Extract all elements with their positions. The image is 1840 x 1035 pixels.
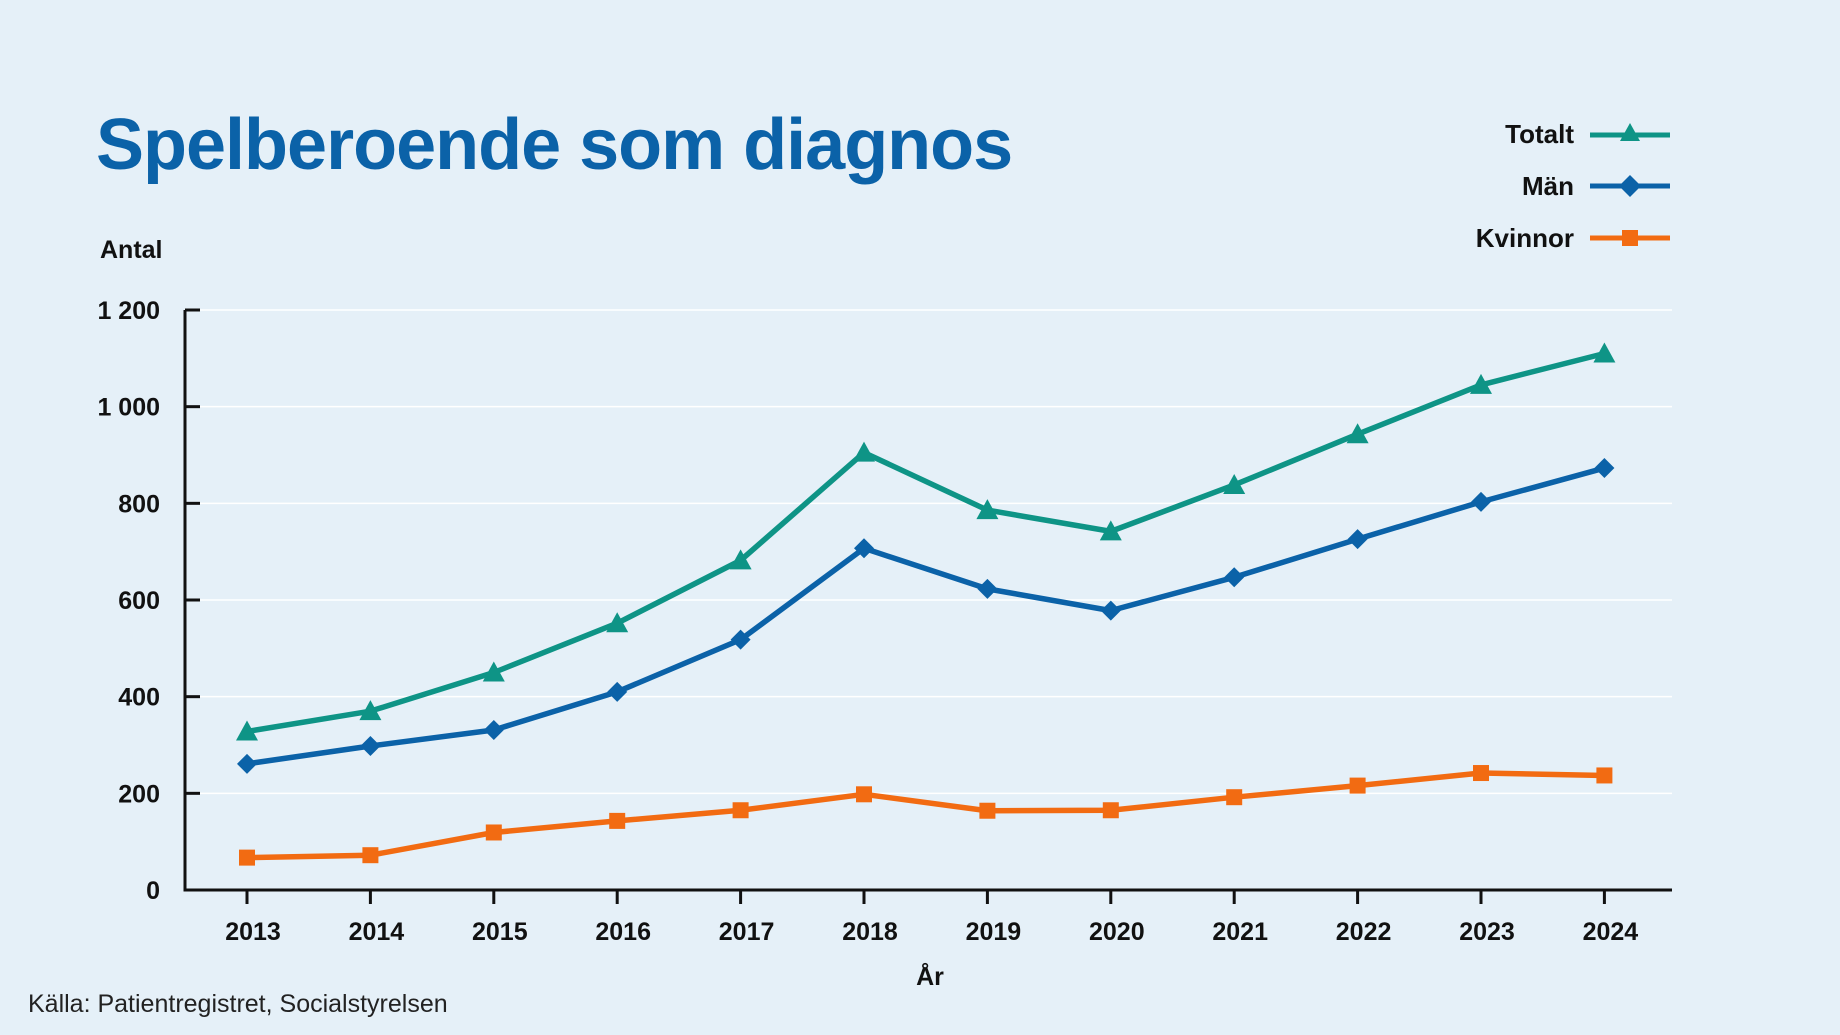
y-tick-label: 0 — [146, 877, 160, 905]
data-point-man — [237, 753, 257, 774]
x-tick-label: 2016 — [595, 918, 651, 946]
x-tick-label: 2023 — [1459, 918, 1515, 946]
data-point-kvinnor — [1596, 767, 1613, 784]
data-point-kvinnor — [856, 786, 872, 803]
legend-swatch-totalt — [1590, 123, 1670, 141]
y-tick-label: 1 000 — [97, 394, 160, 422]
data-point-kvinnor — [1473, 765, 1489, 782]
data-point-man — [1471, 491, 1491, 512]
legend-swatch-kvinnor — [1590, 230, 1670, 246]
data-point-totalt — [729, 549, 752, 570]
data-point-totalt — [976, 499, 999, 520]
x-tick-label: 2013 — [225, 918, 281, 946]
x-tick-label: 2024 — [1583, 918, 1639, 946]
data-point-kvinnor — [1349, 777, 1366, 794]
data-point-man — [1347, 529, 1368, 550]
data-point-man — [977, 578, 998, 599]
x-tick-label: 2015 — [472, 918, 528, 946]
data-point-kvinnor — [1226, 789, 1243, 806]
x-tick-label: 2018 — [842, 918, 898, 946]
data-point-totalt — [853, 441, 875, 462]
y-tick-label: 600 — [118, 587, 160, 615]
legend: Totalt Män Kvinnor — [1476, 108, 1670, 264]
source-note: Källa: Patientregistret, Socialstyrelsen — [28, 990, 448, 1018]
series-line-man — [246, 465, 1606, 767]
x-tick-label: 2020 — [1089, 918, 1145, 946]
data-point-kvinnor — [485, 824, 502, 841]
legend-label-kvinnor: Kvinnor — [1475, 222, 1574, 253]
y-tick-label: 400 — [118, 684, 160, 712]
data-point-totalt — [1099, 520, 1122, 541]
y-tick-label: 1 200 — [97, 297, 160, 325]
y-tick-label: 200 — [118, 780, 160, 808]
data-point-totalt — [1223, 473, 1246, 494]
legend-item-kvinnor: Kvinnor — [1476, 212, 1670, 264]
data-point-kvinnor — [362, 847, 379, 864]
data-point-totalt — [1346, 423, 1369, 444]
data-point-man — [1594, 458, 1615, 479]
data-point-totalt — [482, 661, 505, 682]
x-tick-label: 2014 — [349, 918, 405, 946]
series-line-kvinnor — [246, 770, 1605, 861]
data-point-totalt — [236, 720, 258, 741]
data-point-man — [360, 735, 381, 756]
data-point-totalt — [359, 700, 382, 721]
chart-title: Spelberoende som diagnos — [96, 105, 1013, 185]
x-tick-label: 2019 — [966, 918, 1022, 946]
series-line-totalt — [246, 350, 1606, 735]
legend-item-man: Män — [1476, 160, 1670, 212]
x-tick-label: 2017 — [719, 918, 775, 946]
data-point-totalt — [606, 612, 629, 633]
x-tick-label: 2022 — [1336, 918, 1392, 946]
x-tick-label: 2021 — [1212, 918, 1268, 946]
data-point-kvinnor — [239, 849, 255, 866]
data-point-man — [607, 681, 628, 702]
data-point-kvinnor — [1102, 802, 1119, 819]
data-point-man — [730, 629, 751, 650]
data-point-man — [1224, 567, 1245, 588]
data-point-kvinnor — [979, 802, 996, 819]
data-point-man — [854, 538, 874, 559]
data-point-totalt — [1593, 342, 1616, 363]
legend-swatch-man — [1590, 175, 1670, 197]
legend-item-totalt: Totalt — [1476, 108, 1670, 160]
legend-label-man: Män — [1522, 170, 1574, 201]
data-point-totalt — [1470, 373, 1492, 394]
data-point-kvinnor — [609, 812, 626, 829]
data-point-man — [483, 720, 504, 741]
x-axis-label: År — [916, 962, 944, 991]
data-point-kvinnor — [732, 802, 749, 819]
legend-label-totalt: Totalt — [1505, 118, 1574, 149]
data-point-man — [1100, 600, 1121, 621]
y-axis-label: Antal — [100, 236, 163, 264]
y-tick-label: 800 — [118, 490, 160, 518]
